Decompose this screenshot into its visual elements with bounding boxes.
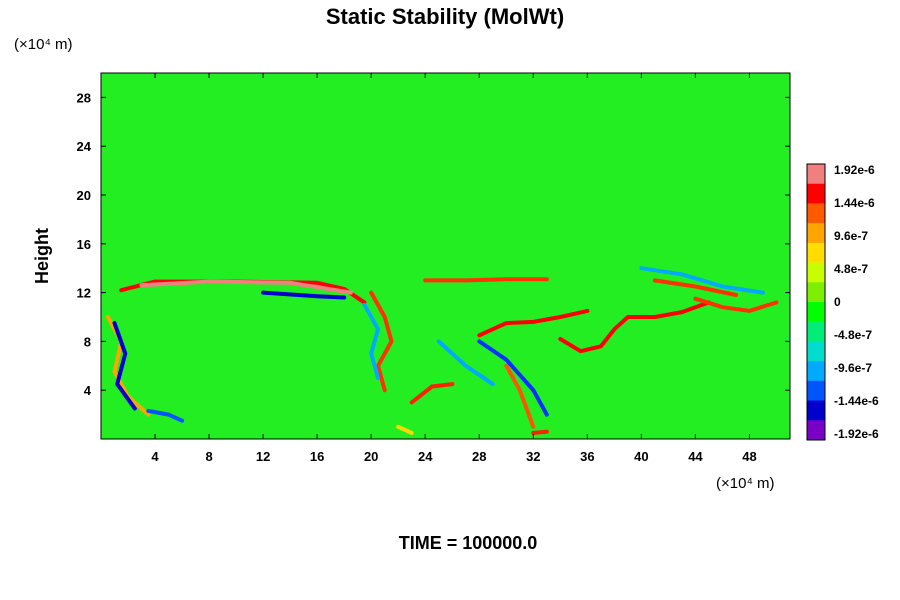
colorbar-label: 1.44e-6: [834, 196, 875, 210]
field-ridge: [693, 296, 779, 313]
y-tick-label: 24: [77, 139, 92, 154]
x-tick-label: 40: [634, 449, 648, 464]
y-tick-label: 28: [77, 90, 91, 105]
colorbar-label: -1.92e-6: [834, 427, 879, 441]
x-tick-label: 20: [364, 449, 378, 464]
colorbar-label: 9.6e-7: [834, 229, 868, 243]
field-ridge: [139, 279, 353, 295]
field-ridge: [146, 408, 185, 423]
time-label: TIME = 100000.0: [399, 533, 538, 553]
y-tick-label: 12: [77, 286, 91, 301]
field-ridge: [639, 266, 765, 295]
plot-frame: [100, 72, 791, 440]
colorbar-label: 1.92e-6: [834, 163, 875, 177]
y-tick-label: 20: [77, 188, 91, 203]
colorbar-frame: [806, 163, 826, 441]
colorbar-swatch: [807, 361, 825, 382]
x-tick-label: 12: [256, 449, 270, 464]
colorbar-swatch: [807, 203, 825, 224]
colorbar-label: 0: [834, 295, 841, 309]
field-ridge: [261, 290, 347, 300]
field-ridge: [558, 300, 711, 354]
x-tick-label: 44: [688, 449, 703, 464]
chart-title: Static Stability (MolWt): [326, 4, 564, 29]
field-ridge: [369, 290, 394, 393]
x-tick-label: 48: [742, 449, 756, 464]
x-axis: 4 8 12 16 20 24 28 32 36 40 44 48: [151, 73, 757, 464]
field-ridge: [504, 363, 536, 429]
colorbar-swatch: [807, 380, 825, 402]
colorbar-label: -4.8e-7: [834, 328, 872, 342]
colorbar-label: 4.8e-7: [834, 262, 868, 276]
field-ridge: [531, 429, 549, 435]
field-ridge: [477, 339, 549, 417]
x-tick-label: 32: [526, 449, 540, 464]
colorbar-swatch: [807, 164, 825, 185]
colorbar-swatch: [807, 262, 825, 283]
y-axis: 4 8 12 16 20 24 28: [77, 90, 790, 398]
y-tick-label: 8: [84, 334, 91, 349]
colorbar-swatch: [807, 242, 825, 264]
field-ridge: [477, 308, 590, 338]
colorbar: 1.92e-6 1.44e-6 9.6e-7 4.8e-7 0 -4.8e-7 -9.6e-…: [806, 163, 879, 441]
x-tick-label: 24: [418, 449, 433, 464]
colorbar-swatch: [807, 302, 825, 323]
field-ridge: [409, 382, 455, 405]
x-tick-label: 4: [151, 449, 159, 464]
field-ridge: [112, 321, 137, 411]
x-tick-label: 28: [472, 449, 486, 464]
y-unit-label: (×10⁴ m): [14, 36, 73, 53]
field-ridge: [362, 302, 380, 380]
colorbar-label: -1.44e-6: [834, 394, 879, 408]
colorbar-label: -9.6e-7: [834, 361, 872, 375]
x-tick-label: 36: [580, 449, 594, 464]
colorbar-swatch: [807, 321, 825, 342]
field-ridge: [396, 424, 414, 435]
colorbar-swatch: [807, 223, 825, 244]
colorbar-swatch: [807, 341, 825, 362]
field-ridge: [652, 278, 738, 297]
x-tick-label: 8: [205, 449, 212, 464]
y-axis-title: Height: [32, 228, 52, 284]
colorbar-swatch: [807, 282, 825, 303]
colorbar-swatch: [807, 420, 825, 441]
y-tick-label: 4: [84, 383, 92, 398]
x-tick-label: 16: [310, 449, 324, 464]
plot-area: [100, 72, 791, 440]
colorbar-swatch: [807, 183, 825, 204]
field-ridge: [436, 339, 495, 387]
field-ridge: [423, 277, 549, 283]
x-unit-label: (×10⁴ m): [716, 475, 775, 492]
colorbar-swatch: [807, 400, 825, 421]
y-tick-label: 16: [77, 237, 91, 252]
